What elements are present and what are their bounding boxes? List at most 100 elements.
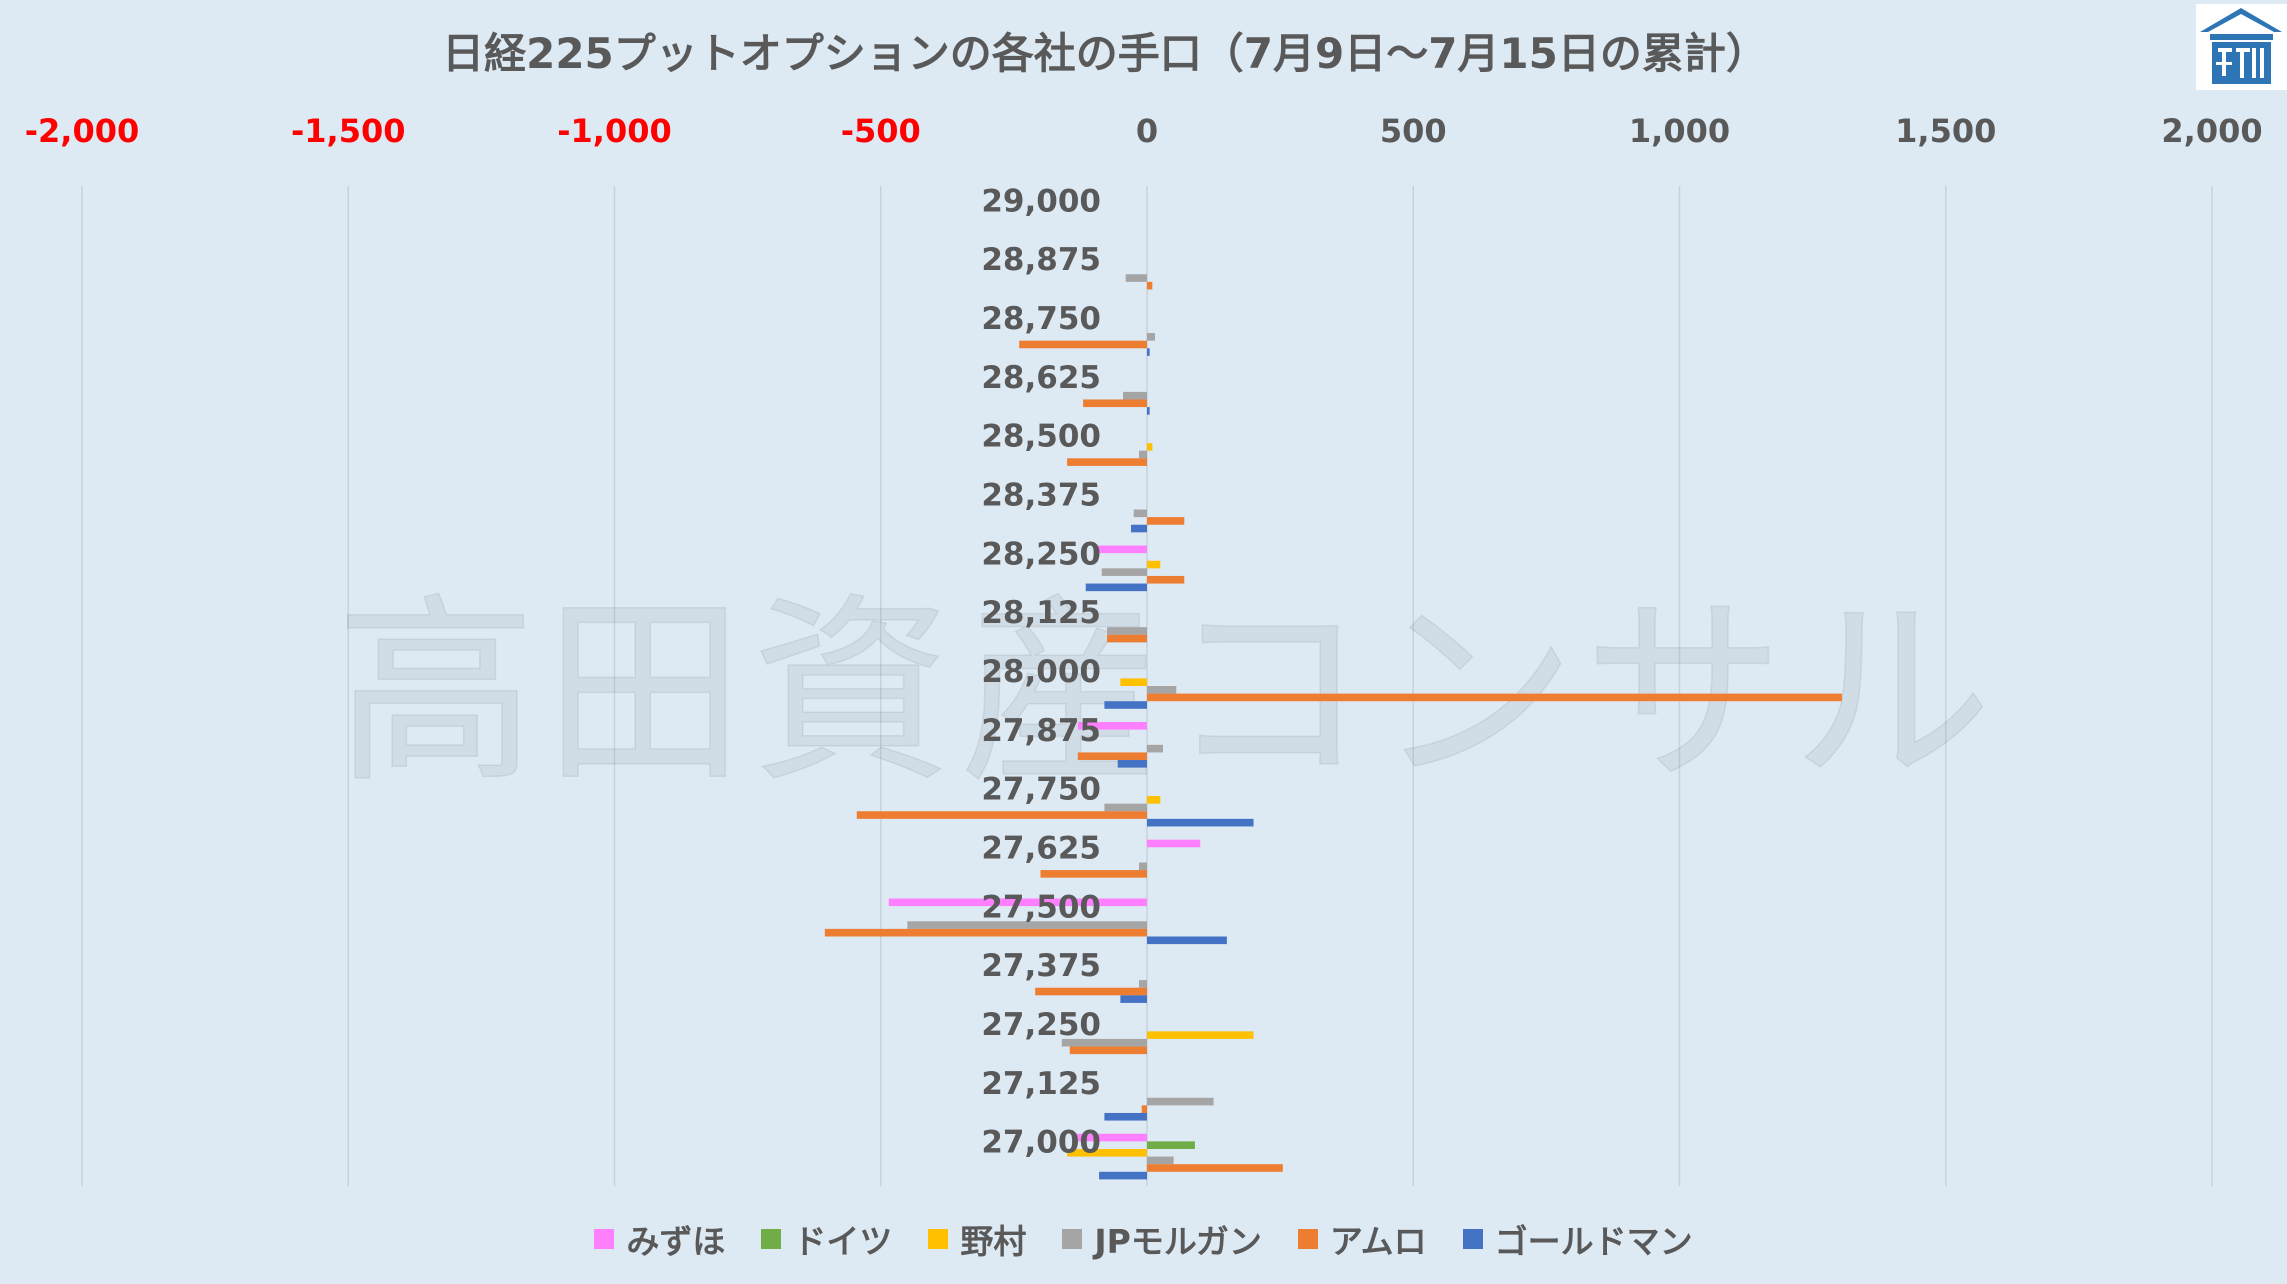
y-category-label: 28,500 bbox=[981, 419, 1101, 455]
bar bbox=[907, 921, 1147, 929]
y-category-label: 28,250 bbox=[981, 536, 1101, 572]
bar bbox=[1147, 839, 1201, 848]
bar bbox=[1147, 796, 1161, 804]
legend: みずほ ドイツ 野村 JPモルガン アムロ ゴールドマン bbox=[0, 1212, 2287, 1266]
bar bbox=[1075, 1133, 1147, 1142]
bar bbox=[1067, 458, 1147, 466]
bar bbox=[1123, 391, 1147, 400]
bar bbox=[1093, 545, 1147, 554]
bars bbox=[824, 274, 1842, 1180]
y-category-label: 28,625 bbox=[981, 360, 1101, 396]
y-category-label: 27,000 bbox=[981, 1125, 1101, 1161]
bar bbox=[1147, 281, 1153, 290]
bar bbox=[1035, 987, 1147, 996]
legend-swatch bbox=[1462, 1229, 1483, 1249]
legend-swatch bbox=[594, 1229, 615, 1249]
x-axis-ticks: -2,000 -1,500 -1,000 -500 0 500 1,000 1,500 2,00… bbox=[25, 112, 2263, 150]
bar bbox=[1120, 678, 1147, 686]
y-category-label: 27,125 bbox=[981, 1066, 1101, 1102]
bar bbox=[1104, 803, 1147, 812]
bar bbox=[1107, 634, 1147, 643]
bar bbox=[1107, 627, 1147, 635]
y-category-label: 28,875 bbox=[981, 242, 1101, 278]
bar bbox=[1147, 818, 1254, 827]
x-tick-label: 500 bbox=[1380, 112, 1447, 150]
legend-item: 野村 bbox=[928, 1215, 1026, 1263]
bar bbox=[1101, 568, 1147, 576]
legend-swatch bbox=[1297, 1229, 1318, 1249]
legend-item: ゴールドマン bbox=[1462, 1215, 1693, 1263]
house-icon bbox=[2196, 4, 2287, 90]
legend-label: ゴールドマン bbox=[1494, 1222, 1693, 1261]
bar bbox=[1147, 560, 1161, 569]
bar bbox=[1077, 722, 1147, 730]
bar bbox=[1069, 1046, 1147, 1055]
legend-label: みずほ bbox=[626, 1222, 726, 1261]
legend-label: JPモルガン bbox=[1094, 1222, 1262, 1261]
bar bbox=[1147, 1164, 1283, 1172]
legend-label: アムロ bbox=[1329, 1222, 1427, 1261]
bar bbox=[888, 898, 1147, 907]
logo bbox=[2196, 4, 2287, 90]
x-tick-label: 2,000 bbox=[2161, 112, 2262, 150]
bar bbox=[1147, 333, 1155, 341]
bar bbox=[1133, 509, 1147, 518]
y-category-label: 28,125 bbox=[981, 595, 1101, 631]
bar bbox=[1147, 1156, 1174, 1165]
bar bbox=[1147, 1031, 1254, 1039]
bar bbox=[1147, 575, 1185, 584]
bar bbox=[1139, 980, 1147, 988]
bar bbox=[1147, 686, 1177, 694]
y-category-label: 27,375 bbox=[981, 948, 1101, 984]
bar bbox=[1085, 583, 1147, 592]
x-tick-label: -1,000 bbox=[557, 112, 672, 150]
x-tick-label: -500 bbox=[841, 112, 921, 150]
x-tick-label: -1,500 bbox=[291, 112, 406, 150]
bar bbox=[1125, 274, 1147, 282]
y-category-label: 27,875 bbox=[981, 713, 1101, 749]
y-category-label: 27,625 bbox=[981, 830, 1101, 866]
bar bbox=[1067, 1148, 1147, 1157]
y-category-label: 27,750 bbox=[981, 772, 1101, 808]
x-tick-label: 1,000 bbox=[1629, 112, 1730, 150]
legend-item: JPモルガン bbox=[1062, 1215, 1262, 1263]
bar bbox=[1147, 1141, 1195, 1149]
chart-title: 日経225プットオプションの各社の手口（7月9日～7月15日の累計） bbox=[442, 29, 1768, 78]
bar bbox=[1117, 760, 1147, 768]
bar bbox=[824, 928, 1147, 937]
legend-item: ドイツ bbox=[761, 1215, 892, 1263]
bar bbox=[1147, 443, 1153, 451]
bar bbox=[1040, 870, 1147, 878]
bar bbox=[1131, 524, 1147, 533]
bar bbox=[1147, 348, 1150, 356]
bar bbox=[1099, 1171, 1147, 1180]
x-tick-label: 0 bbox=[1136, 112, 1158, 150]
bar bbox=[1120, 995, 1147, 1003]
bar bbox=[1147, 936, 1227, 945]
legend-label: 野村 bbox=[960, 1222, 1027, 1261]
bar bbox=[1104, 701, 1147, 709]
bar bbox=[1147, 693, 1842, 702]
bar bbox=[1061, 1038, 1147, 1047]
bar bbox=[1139, 862, 1147, 871]
bar bbox=[1141, 1105, 1147, 1113]
y-category-label: 29,000 bbox=[981, 183, 1101, 219]
legend-swatch bbox=[761, 1229, 782, 1249]
legend-label: ドイツ bbox=[793, 1222, 893, 1261]
y-category-label: 28,750 bbox=[981, 301, 1101, 337]
bar bbox=[1019, 340, 1147, 349]
legend-item: アムロ bbox=[1297, 1215, 1427, 1263]
bar bbox=[1077, 752, 1147, 761]
bar bbox=[1139, 450, 1147, 459]
y-category-label: 27,500 bbox=[981, 889, 1101, 925]
x-tick-label: -2,000 bbox=[25, 112, 140, 150]
legend-swatch bbox=[928, 1229, 949, 1249]
bar bbox=[1147, 517, 1185, 525]
y-category-label: 28,375 bbox=[981, 478, 1101, 514]
bar bbox=[1147, 407, 1150, 415]
bar bbox=[1147, 1097, 1214, 1106]
bar bbox=[856, 811, 1147, 819]
bar bbox=[1104, 1112, 1147, 1121]
y-category-label: 27,250 bbox=[981, 1007, 1101, 1043]
